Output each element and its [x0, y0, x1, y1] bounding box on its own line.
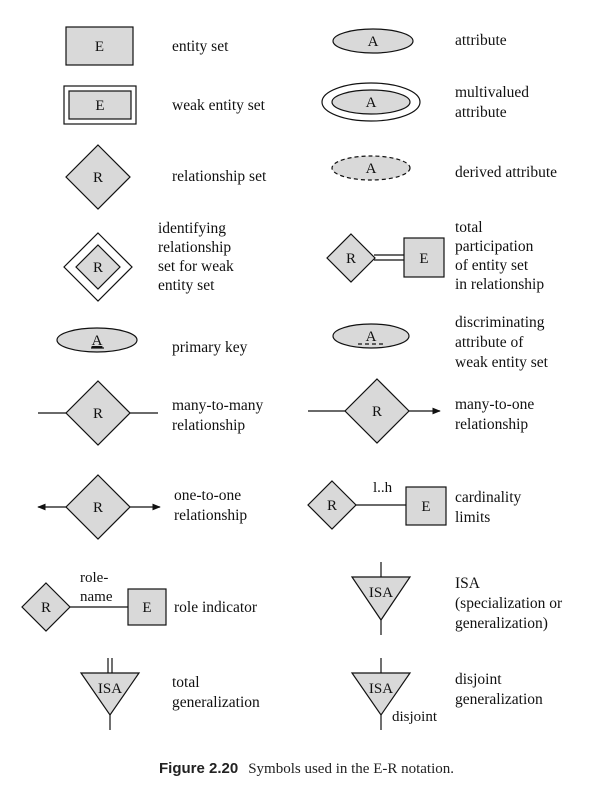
disjoint-generalization-isa: ISA	[369, 681, 393, 697]
role-relationship-letter: R	[41, 600, 51, 616]
label-attribute: attribute	[455, 32, 507, 49]
er-notation-diagram: E entity set E weak entity set R relatio…	[21, 26, 566, 730]
label-identifying-relationship: identifying relationship set for weak en…	[158, 220, 238, 294]
discriminating-attribute-letter: A	[366, 329, 377, 345]
label-entity-set: entity set	[172, 38, 229, 55]
total-participation-symbol: R E	[326, 233, 445, 283]
label-total-participation: total participation of entity set in rel…	[455, 219, 544, 293]
cardinality-entity-letter: E	[421, 499, 430, 515]
one-to-one-symbol: R	[37, 474, 161, 540]
discriminating-attribute-symbol: A	[332, 323, 410, 349]
label-role-indicator: role indicator	[174, 599, 258, 616]
disjoint-text: disjoint	[392, 709, 438, 725]
cardinality-limits-symbol: R E l..h	[307, 480, 447, 530]
label-many-to-many: many-to-many relationship	[172, 397, 267, 434]
label-disjoint-generalization: disjoint generalization	[455, 671, 543, 708]
role-name-text: role- name	[80, 570, 113, 605]
total-generalization-isa: ISA	[98, 681, 122, 697]
label-multivalued-attribute: multivalued attribute	[455, 84, 533, 121]
label-primary-key: primary key	[172, 339, 248, 356]
label-cardinality-limits: cardinality limits	[455, 489, 525, 526]
relationship-set-symbol: R	[65, 144, 131, 210]
attribute-letter: A	[368, 34, 379, 50]
identifying-relationship-letter: R	[93, 260, 103, 276]
entity-letter: E	[95, 39, 104, 55]
many-to-one-letter: R	[372, 404, 382, 420]
total-generalization-symbol: ISA	[79, 658, 141, 730]
identifying-relationship-symbol: R	[63, 232, 133, 302]
many-to-one-symbol: R	[308, 378, 441, 444]
label-total-generalization: total generalization	[172, 674, 260, 711]
label-one-to-one: one-to-one relationship	[174, 487, 247, 524]
label-many-to-one: many-to-one relationship	[455, 396, 538, 433]
label-relationship-set: relationship set	[172, 168, 267, 185]
primary-key-symbol: A	[56, 327, 138, 353]
figure-number: Figure 2.20	[158, 760, 239, 777]
isa-symbol: ISA	[350, 562, 412, 635]
entity-set-symbol: E	[65, 26, 134, 66]
primary-key-letter: A	[92, 333, 103, 349]
derived-attribute-letter: A	[366, 161, 377, 177]
label-isa: ISA (specialization or generalization)	[455, 575, 566, 632]
figure-caption: Figure 2.20 Symbols used in the E-R notat…	[0, 760, 613, 778]
label-discriminating-attribute: discriminating attribute of weak entity …	[455, 314, 549, 371]
one-to-one-letter: R	[93, 500, 103, 516]
weak-entity-set-symbol: E	[63, 85, 137, 125]
derived-attribute-symbol: A	[331, 155, 411, 181]
role-entity-letter: E	[142, 600, 151, 616]
role-indicator-symbol: R E role- name	[21, 570, 167, 632]
isa-text: ISA	[369, 585, 393, 601]
label-derived-attribute: derived attribute	[455, 164, 557, 181]
weak-entity-letter: E	[95, 98, 104, 114]
multivalued-attribute-letter: A	[366, 95, 377, 111]
label-weak-entity-set: weak entity set	[172, 97, 266, 114]
many-to-many-symbol: R	[38, 380, 158, 446]
many-to-many-letter: R	[93, 406, 103, 422]
relationship-letter: R	[93, 170, 103, 186]
cardinality-text: l..h	[373, 480, 393, 496]
total-participation-relationship-letter: R	[346, 251, 356, 267]
total-participation-entity-letter: E	[419, 251, 428, 267]
disjoint-generalization-symbol: ISA disjoint	[350, 658, 438, 730]
cardinality-relationship-letter: R	[327, 498, 337, 514]
attribute-symbol: A	[332, 28, 414, 54]
figure-caption-text: Symbols used in the E-R notation.	[248, 761, 455, 777]
multivalued-attribute-symbol: A	[321, 82, 421, 122]
